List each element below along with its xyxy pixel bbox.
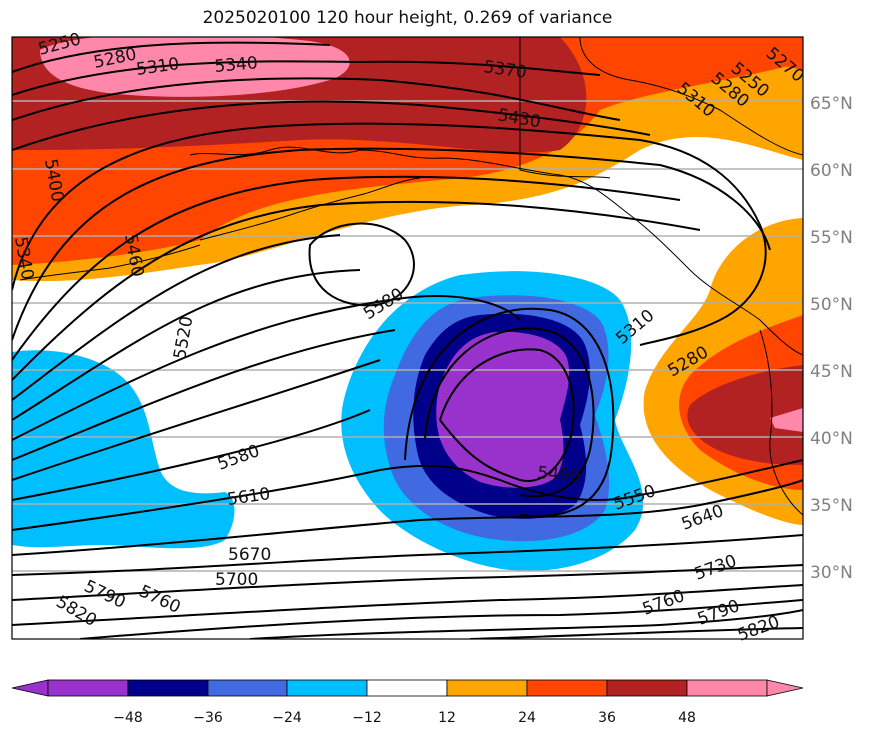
lat-label-55: 55°N	[810, 228, 853, 248]
colorbar-segment	[47, 679, 129, 697]
colorbar-tick-label: 36	[598, 710, 616, 726]
closed-high-5580	[308, 222, 415, 307]
us-west-coast	[759, 329, 803, 516]
contour-label: 5790	[695, 596, 742, 630]
anomaly-pink-north	[40, 37, 350, 97]
colorbar-tick-label: −48	[113, 710, 143, 726]
lat-label-65: 65°N	[810, 94, 853, 114]
colorbar-segment	[127, 679, 209, 697]
canada-border	[519, 37, 611, 179]
lat-label-45: 45°N	[810, 362, 853, 382]
anomaly-redorange-ne	[620, 37, 803, 70]
anomaly-pink-east	[770, 408, 803, 432]
colorbar-ticks: −48 −36 −24 −12 12 24 36 48	[113, 710, 696, 726]
contour-label: 5580	[215, 441, 262, 475]
map-frame	[11, 36, 804, 640]
lat-label-35: 35°N	[810, 496, 853, 516]
contour-label: 5700	[215, 570, 258, 590]
colorbar-segment	[686, 679, 768, 697]
lat-label-40: 40°N	[810, 429, 853, 449]
arctic-coast	[579, 37, 803, 156]
colorbar-tick-label: 12	[438, 710, 456, 726]
colorbar-segment	[446, 679, 528, 697]
contour-label: 5640	[679, 501, 726, 535]
anomaly-firebrick-east	[687, 365, 803, 465]
colorbar-tick-label: −24	[272, 710, 302, 726]
lat-label-50: 50°N	[810, 295, 853, 315]
latitude-labels: 65°N 60°N 55°N 50°N 45°N 40°N 35°N 30°N	[810, 94, 853, 583]
contour-label: 5670	[228, 545, 271, 565]
anomaly-shading	[12, 37, 803, 571]
contour-label: 5730	[692, 551, 739, 585]
contour-label: 5490	[537, 463, 582, 487]
contour-label: 5610	[226, 484, 272, 510]
colorbar-segment	[366, 679, 448, 697]
contour-label: 5340	[214, 53, 259, 77]
map-title: 2025020100 120 hour height, 0.269 of var…	[202, 8, 613, 28]
height-contours	[12, 41, 803, 639]
contour-label: 5760	[640, 586, 687, 620]
colorbar-extend-high	[766, 679, 804, 697]
colorbar-segment	[286, 679, 368, 697]
lat-label-30: 30°N	[810, 563, 853, 583]
anomaly-sky-west	[12, 350, 235, 549]
colorbar-extend-low	[11, 679, 49, 697]
colorbar	[11, 679, 804, 697]
colorbar-tick-label: 48	[678, 710, 696, 726]
alaska-coast	[189, 146, 803, 356]
colorbar-tick-label: −12	[352, 710, 382, 726]
colorbar-segment	[606, 679, 688, 697]
colorbar-segment	[207, 679, 288, 697]
colorbar-tick-label: 24	[518, 710, 536, 726]
aleutian-west	[19, 244, 201, 281]
colorbar-segment	[526, 679, 608, 697]
contour-label: 5760	[136, 581, 184, 617]
colorbar-tick-label: −36	[193, 710, 223, 726]
lat-label-60: 60°N	[810, 161, 853, 181]
